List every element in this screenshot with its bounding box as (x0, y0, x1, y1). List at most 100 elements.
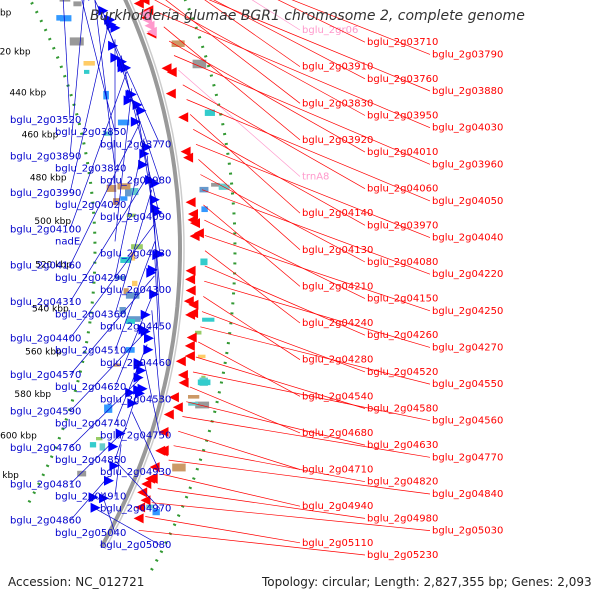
position-tick-label: 580 kbp (14, 390, 51, 400)
label-connector-right (178, 69, 301, 177)
label-connector-right (198, 341, 301, 397)
feature-tile (113, 363, 120, 367)
gene-label-right: bglu_2g03760 (367, 74, 438, 85)
label-connector-left (101, 492, 116, 534)
gene-label-right: bglu_2gr06 (302, 25, 358, 36)
reverse-cds-arrow (88, 0, 90, 1)
gene-label-right: bglu_2g04840 (432, 489, 503, 500)
forward-cds-arrow (133, 0, 144, 9)
feature-tile (152, 508, 160, 516)
reverse-cds-arrow (144, 333, 154, 344)
feature-tile (188, 395, 200, 399)
gene-label-right: bglu_2g04580 (367, 404, 438, 415)
feature-tile (96, 437, 103, 441)
label-connector-left (69, 121, 141, 266)
feature-tile (172, 463, 186, 472)
label-connector-right (163, 474, 301, 507)
feature-tile (83, 61, 95, 66)
position-tick-label: 600 kbp (0, 431, 37, 441)
gene-label-right: bglu_2g04940 (302, 501, 373, 512)
forward-cds-arrow (158, 427, 169, 437)
gene-label-right: bglu_2g03830 (302, 98, 373, 109)
forward-cds-arrow (133, 513, 144, 524)
gene-label-left: bglu_2g05040 (55, 528, 126, 539)
position-tick-label: 620 kbp (0, 471, 19, 481)
reverse-cds-arrow (130, 116, 141, 127)
label-connector-right (277, 0, 366, 43)
label-connector-left (94, 0, 161, 145)
gene-label-right: bglu_2g04820 (367, 477, 438, 488)
forward-cds-arrow (184, 340, 195, 351)
label-connector-left (114, 344, 148, 424)
position-tick-label: 500 kbp (34, 217, 71, 227)
feature-tile (69, 37, 84, 46)
reverse-cds-arrow (110, 52, 121, 63)
label-connector-left (114, 241, 156, 351)
forward-cds-arrow (178, 377, 189, 388)
gene-label-left: bglu_2g03990 (10, 188, 81, 199)
gene-label-right: bglu_2g03960 (432, 159, 503, 170)
feature-tile (106, 185, 117, 192)
map-title: Burkholderia glumae BGR1 chromosome 2, c… (90, 8, 525, 24)
gene-label-right: bglu_2g04140 (302, 208, 373, 219)
forward-cds-arrow (188, 299, 199, 310)
gene-label-left: bglu_2g04310 (10, 297, 81, 308)
forward-cds-arrow (166, 67, 177, 78)
label-connector-left (69, 327, 151, 412)
position-tick-label: 400 kbp (0, 8, 12, 18)
gene-label-left: bglu_2g03890 (10, 151, 81, 162)
gene-label-left: bglu_2g04460 (100, 358, 171, 369)
label-connector-left (69, 0, 85, 157)
feature-tile (115, 275, 126, 280)
forward-cds-arrow (165, 88, 176, 99)
label-connector-left (69, 23, 109, 193)
feature-tile (104, 404, 113, 413)
reverse-cds-arrow (149, 194, 160, 205)
label-connector-right (200, 174, 366, 263)
feature-tile (200, 258, 208, 266)
label-connector-right (173, 445, 366, 483)
position-tick-label: 520 kbp (35, 261, 72, 271)
reverse-cds-arrow (99, 493, 110, 504)
gene-label-left: bglu_2g04090 (100, 212, 171, 223)
gene-label-right: bglu_2g04550 (432, 379, 503, 390)
label-connector-right (203, 204, 301, 287)
label-connector-right (173, 55, 431, 165)
gene-label-right: bglu_2g04210 (302, 281, 373, 292)
label-connector-left (136, 104, 161, 254)
forward-cds-arrow (139, 0, 150, 6)
forward-cds-arrow (145, 473, 156, 484)
gene-label-left: bglu_2g04020 (55, 200, 126, 211)
label-connector-left (69, 275, 155, 376)
label-connector-left (120, 55, 161, 218)
trna-arrow (144, 20, 155, 31)
label-connector-left (62, 0, 71, 121)
gene-label-left: bglu_2g04160 (10, 261, 81, 272)
backbone-circle (99, 0, 183, 548)
gene-label-right: bglu_2g05030 (432, 526, 503, 537)
label-connector-right (189, 386, 301, 434)
forward-cds-arrow (188, 209, 198, 219)
feature-tile (125, 319, 135, 324)
reverse-cds-arrow (136, 105, 147, 116)
label-connector-right (192, 371, 431, 422)
feature-tile (77, 470, 87, 477)
gene-label-right: bglu_2g03920 (302, 135, 373, 146)
feature-tile (195, 401, 210, 409)
forward-cds-arrow (175, 356, 186, 367)
forward-cds-arrow (135, 502, 146, 513)
feature-tile (202, 317, 215, 322)
forward-cds-arrow (177, 370, 188, 380)
label-connector-left (93, 507, 161, 546)
feature-tile (201, 206, 208, 213)
trna-arrow (139, 8, 150, 19)
forward-cds-arrow (190, 218, 200, 229)
feature-tile (89, 442, 97, 448)
label-connector-left (151, 310, 161, 400)
feature-tile (60, 15, 72, 22)
reverse-cds-arrow (127, 398, 138, 409)
gene-label-right: bglu_2g04260 (367, 330, 438, 341)
gene-label-right: bglu_2g04030 (432, 123, 503, 134)
gene-label-left: nadE (55, 236, 80, 247)
trna-arrow (142, 14, 153, 25)
